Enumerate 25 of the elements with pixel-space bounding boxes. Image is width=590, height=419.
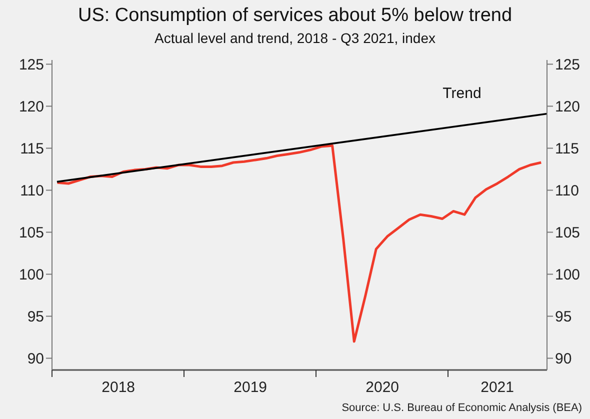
y-tick-label: 120 bbox=[18, 98, 44, 116]
y-tick-label: 90 bbox=[27, 350, 44, 368]
y-tick-label: 125 bbox=[18, 56, 44, 74]
y2-tick-label: 110 bbox=[555, 182, 579, 200]
x-tick-label: 2021 bbox=[480, 379, 514, 396]
x-tick-label: 2020 bbox=[366, 379, 400, 396]
y2-tick-label: 115 bbox=[555, 140, 579, 158]
series-label: Trend bbox=[442, 84, 482, 102]
y2-tick-label: 105 bbox=[555, 224, 580, 242]
x-tick-label: 2019 bbox=[234, 379, 268, 396]
y2-tick-label: 95 bbox=[555, 308, 572, 326]
y2-tick-label: 90 bbox=[555, 350, 572, 368]
y2-tick-label: 100 bbox=[555, 266, 580, 284]
y2-tick-label: 125 bbox=[555, 56, 580, 74]
x-tick-label: 2018 bbox=[102, 379, 136, 396]
chart-title: US: Consumption of services about 5% below trend bbox=[76, 5, 514, 27]
y-tick-label: 105 bbox=[18, 224, 44, 242]
source-note: Source: U.S. Bureau of Economic Analysis (BEA) bbox=[342, 402, 582, 414]
y-tick-label: 110 bbox=[20, 182, 44, 200]
line-series bbox=[56, 144, 542, 343]
y-tick-label: 115 bbox=[20, 140, 44, 158]
y2-tick-label: 120 bbox=[555, 98, 580, 116]
chart-subtitle: Actual level and trend, 2018 - Q3 2021, index bbox=[154, 30, 436, 46]
y-tick-label: 95 bbox=[27, 308, 44, 326]
y-tick-label: 100 bbox=[18, 266, 44, 284]
